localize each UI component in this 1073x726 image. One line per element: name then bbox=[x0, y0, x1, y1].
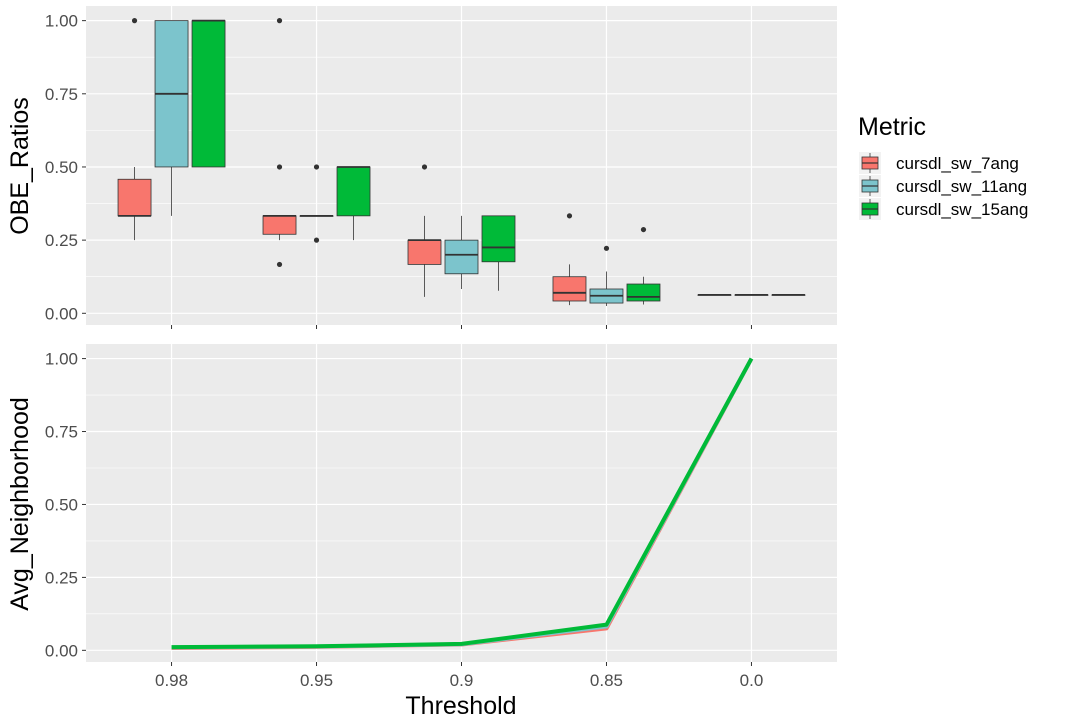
top-panel-obe-ratios: 0.00 0.25 0.50 0.75 1.00 bbox=[45, 6, 837, 329]
box-body bbox=[481, 215, 516, 263]
legend-label: cursdl_sw_7ang bbox=[896, 154, 1019, 173]
outlier-point bbox=[131, 18, 138, 24]
box-cursdl_sw_7ang-0.98 bbox=[117, 18, 152, 241]
box-cursdl_sw_11ang-0.0 bbox=[734, 293, 769, 296]
legend-title: Metric bbox=[858, 113, 926, 141]
outlier-point bbox=[313, 237, 320, 243]
outlier-point bbox=[276, 18, 283, 24]
outlier-point bbox=[276, 261, 283, 268]
box-cursdl_sw_11ang-0.95 bbox=[299, 164, 334, 243]
box-cursdl_sw_11ang-0.85 bbox=[589, 245, 624, 306]
box-body bbox=[117, 178, 152, 217]
x-tick-label: 0.95 bbox=[300, 671, 333, 690]
x-tick-label: 0.98 bbox=[155, 671, 188, 690]
legend-label: cursdl_sw_15ang bbox=[896, 200, 1028, 219]
outlier-point bbox=[640, 226, 647, 233]
box-cursdl_sw_7ang-0.95 bbox=[262, 18, 297, 268]
legend-item-cursdl_sw_7ang: cursdl_sw_7ang bbox=[859, 152, 1019, 174]
x-tick-label: 0.0 bbox=[740, 671, 764, 690]
bottom-y-tick-label: 1.00 bbox=[45, 350, 78, 369]
x-tick-label: 0.85 bbox=[590, 671, 623, 690]
outlier-point bbox=[421, 164, 428, 170]
outlier-point bbox=[603, 245, 610, 251]
box-body bbox=[191, 20, 226, 168]
bottom-y-tick-label: 0.00 bbox=[45, 641, 78, 660]
top-y-tick-label: 1.00 bbox=[45, 12, 78, 31]
top-y-axis-title: OBE_Ratios bbox=[6, 97, 34, 235]
top-y-tick-label: 0.50 bbox=[45, 158, 78, 177]
x-axis: 0.98 0.95 0.9 0.85 0.0 bbox=[155, 671, 763, 690]
box-body bbox=[552, 276, 587, 302]
legend-item-cursdl_sw_11ang: cursdl_sw_11ang bbox=[859, 175, 1027, 197]
x-axis-title: Threshold bbox=[405, 692, 516, 720]
box-cursdl_sw_15ang-0.95 bbox=[336, 166, 371, 241]
box-cursdl_sw_15ang-0.9 bbox=[481, 215, 516, 291]
x-tick-label: 0.9 bbox=[450, 671, 474, 690]
top-y-tick-label: 0.75 bbox=[45, 85, 78, 104]
outlier-point bbox=[566, 213, 573, 219]
box-cursdl_sw_7ang-0.0 bbox=[697, 293, 732, 296]
box-body bbox=[336, 166, 371, 217]
legend-label: cursdl_sw_11ang bbox=[896, 177, 1027, 196]
box-cursdl_sw_15ang-0.85 bbox=[626, 226, 661, 305]
bottom-panel-avg-neighborhood: 0.00 0.25 0.50 0.75 1.00 bbox=[45, 344, 837, 666]
box-cursdl_sw_7ang-0.85 bbox=[552, 213, 587, 306]
series-line-cursdl_sw_15ang bbox=[171, 357, 754, 650]
bottom-y-tick-label: 0.50 bbox=[45, 495, 78, 514]
top-y-tick-label: 0.25 bbox=[45, 231, 78, 250]
outlier-point bbox=[276, 164, 283, 170]
bottom-y-tick-label: 0.25 bbox=[45, 568, 78, 587]
box-body bbox=[626, 283, 661, 302]
box-cursdl_sw_7ang-0.9 bbox=[407, 164, 442, 297]
legend: Metric cursdl_sw_7ang cursdl_sw_11angcurs… bbox=[858, 113, 1028, 220]
legend-item-cursdl_sw_15ang: cursdl_sw_15ang bbox=[859, 198, 1028, 220]
box-body bbox=[262, 215, 297, 235]
top-y-tick-label: 0.00 bbox=[45, 304, 78, 323]
box-cursdl_sw_15ang-0.0 bbox=[771, 293, 806, 296]
box-cursdl_sw_15ang-0.98 bbox=[191, 19, 226, 168]
bottom-y-tick-label: 0.75 bbox=[45, 423, 78, 442]
outlier-point bbox=[313, 164, 320, 170]
box-cursdl_sw_11ang-0.9 bbox=[444, 215, 479, 290]
bottom-y-axis-title: Avg_Neighborhood bbox=[6, 397, 34, 611]
box-cursdl_sw_11ang-0.98 bbox=[154, 20, 189, 216]
box-body bbox=[444, 239, 479, 275]
box-body bbox=[407, 239, 442, 265]
